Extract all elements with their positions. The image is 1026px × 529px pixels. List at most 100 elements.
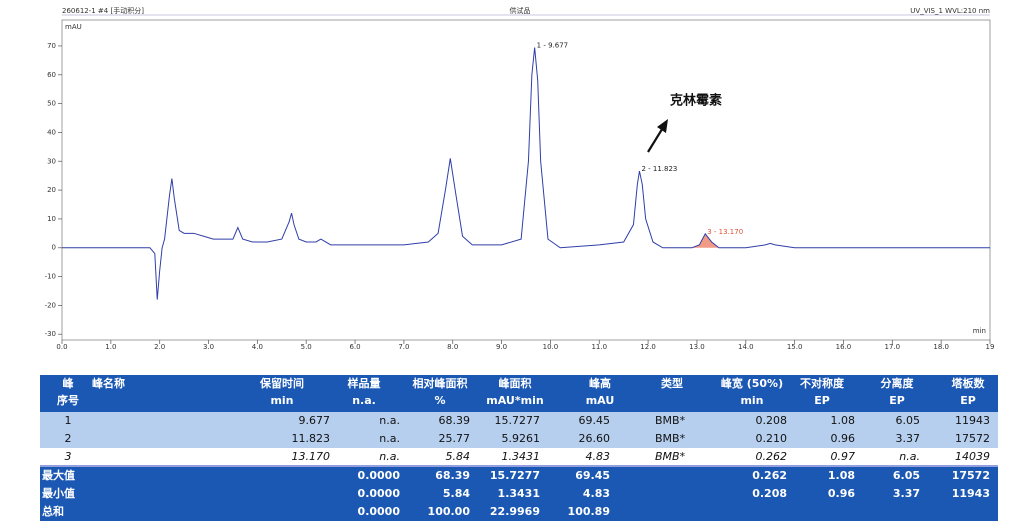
y-tick-label: -10 — [45, 273, 56, 281]
table-summary-label: 总和 — [42, 504, 64, 518]
y-tick-label: 10 — [47, 215, 56, 223]
table-summary-cell: 22.9969 — [490, 505, 540, 518]
x-tick-label: 5.0 — [301, 343, 312, 351]
y-tick-label: 0 — [52, 244, 56, 252]
table-cell: 25.77 — [439, 432, 471, 445]
table-cell: 11943 — [955, 414, 990, 427]
y-tick-label: 70 — [47, 42, 56, 50]
table-header-bg — [40, 375, 998, 412]
x-tick-label: 15.0 — [787, 343, 803, 351]
table-cell: 4.83 — [586, 450, 611, 463]
table-header-cell: 分离度 — [881, 376, 915, 390]
table-cell: 0.210 — [756, 432, 788, 445]
x-axis-label: min — [973, 327, 986, 335]
x-tick-label: 8.0 — [447, 343, 458, 351]
table-cell: 6.05 — [896, 414, 921, 427]
table-cell: 3.37 — [896, 432, 921, 445]
table-cell: n.a. — [899, 450, 920, 463]
y-tick-label: -20 — [45, 301, 56, 309]
peak-label: 1 - 9.677 — [537, 42, 568, 50]
annotation-arrow — [647, 125, 665, 153]
table-header-cell: EP — [960, 394, 976, 407]
table-summary-cell: 0.208 — [752, 487, 787, 500]
table-header-cell: 序号 — [57, 393, 79, 407]
table-summary-cell: 0.0000 — [358, 505, 401, 518]
x-tick-label: 18.0 — [933, 343, 949, 351]
table-summary-cell: 0.262 — [752, 469, 787, 482]
table-summary-cell: 1.08 — [828, 469, 855, 482]
x-tick-label: 12.0 — [640, 343, 656, 351]
table-row-bg — [40, 430, 998, 448]
table-summary-cell: 11943 — [952, 487, 990, 500]
table-cell: 0.262 — [756, 450, 788, 463]
table-header-cell: 相对峰面积 — [413, 376, 468, 390]
table-header-cell: 不对称度 — [800, 376, 845, 390]
y-tick-label: -30 — [45, 330, 56, 338]
table-cell: 0.96 — [831, 432, 856, 445]
table-cell: 68.39 — [439, 414, 471, 427]
table-cell: 1.08 — [831, 414, 856, 427]
table-summary-cell: 0.96 — [828, 487, 855, 500]
annotation-arrowhead — [657, 119, 668, 133]
signal-line — [62, 47, 990, 300]
x-tick-label: 17.0 — [885, 343, 901, 351]
x-tick-label: 2.0 — [154, 343, 165, 351]
table-summary-cell: 15.7277 — [490, 469, 540, 482]
table-header-cell: 峰 — [63, 376, 75, 390]
table-summary-cell: 17572 — [952, 469, 990, 482]
x-tick-label: 6.0 — [349, 343, 360, 351]
table-header-cell: 塔板数 — [952, 376, 986, 390]
x-tick-label: 13.0 — [689, 343, 705, 351]
table-header-cell: min — [740, 394, 763, 407]
table-row-bg — [40, 412, 998, 430]
table-cell: 0.97 — [831, 450, 856, 463]
header-left: 260612-1 #4 [手动积分] — [62, 6, 144, 15]
table-cell: 17572 — [955, 432, 990, 445]
table-summary-cell: 68.39 — [435, 469, 470, 482]
table-cell: n.a. — [379, 414, 400, 427]
x-tick-label: 4.0 — [252, 343, 263, 351]
x-tick-label: 3.0 — [203, 343, 214, 351]
x-tick-label: 11.0 — [591, 343, 607, 351]
table-cell: 5.9261 — [502, 432, 541, 445]
table-header-cell: 样品量 — [348, 376, 381, 390]
table-cell: 15.7277 — [495, 414, 541, 427]
table-summary-bg — [40, 485, 998, 503]
table-cell: 2 — [65, 432, 72, 445]
table-summary-cell: 3.37 — [893, 487, 920, 500]
table-header-cell: 峰面积 — [499, 376, 532, 390]
table-summary-cell: 69.45 — [575, 469, 610, 482]
table-summary-cell: 5.84 — [443, 487, 470, 500]
table-summary-cell: 0.0000 — [358, 487, 401, 500]
header-right: UV_VIS_1 WVL:210 nm — [910, 7, 990, 15]
x-tick-label: 9.0 — [496, 343, 507, 351]
table-header-cell: n.a. — [352, 394, 376, 407]
table-header-cell: 峰宽 (50%) — [721, 376, 783, 390]
peak-label: 2 - 11.823 — [641, 165, 677, 173]
table-summary-cell: 100.00 — [428, 505, 471, 518]
table-cell: 0.208 — [756, 414, 788, 427]
table-header-cell: 保留时间 — [259, 376, 304, 390]
table-cell: BMB* — [655, 432, 686, 445]
table-cell: BMB* — [655, 450, 686, 463]
table-summary-cell: 100.89 — [568, 505, 610, 518]
table-cell: 69.45 — [579, 414, 611, 427]
table-header-cell: min — [270, 394, 293, 407]
table-cell: 3 — [65, 450, 72, 463]
table-cell: n.a. — [379, 450, 400, 463]
y-tick-label: 50 — [47, 100, 56, 108]
table-summary-cell: 0.0000 — [358, 469, 401, 482]
table-summary-label: 最小值 — [42, 486, 75, 500]
y-tick-label: 40 — [47, 128, 56, 136]
x-tick-label: 14.0 — [738, 343, 754, 351]
table-summary-label: 最大值 — [42, 468, 75, 482]
table-summary-bg — [40, 467, 998, 485]
table-summary-cell: 6.05 — [893, 469, 920, 482]
table-cell: 14039 — [955, 450, 990, 463]
table-header-cell: % — [434, 394, 445, 407]
table-cell: 9.677 — [299, 414, 331, 427]
table-header-cell: 类型 — [661, 376, 683, 390]
table-summary-cell: 4.83 — [583, 487, 610, 500]
plot-frame — [61, 19, 991, 341]
